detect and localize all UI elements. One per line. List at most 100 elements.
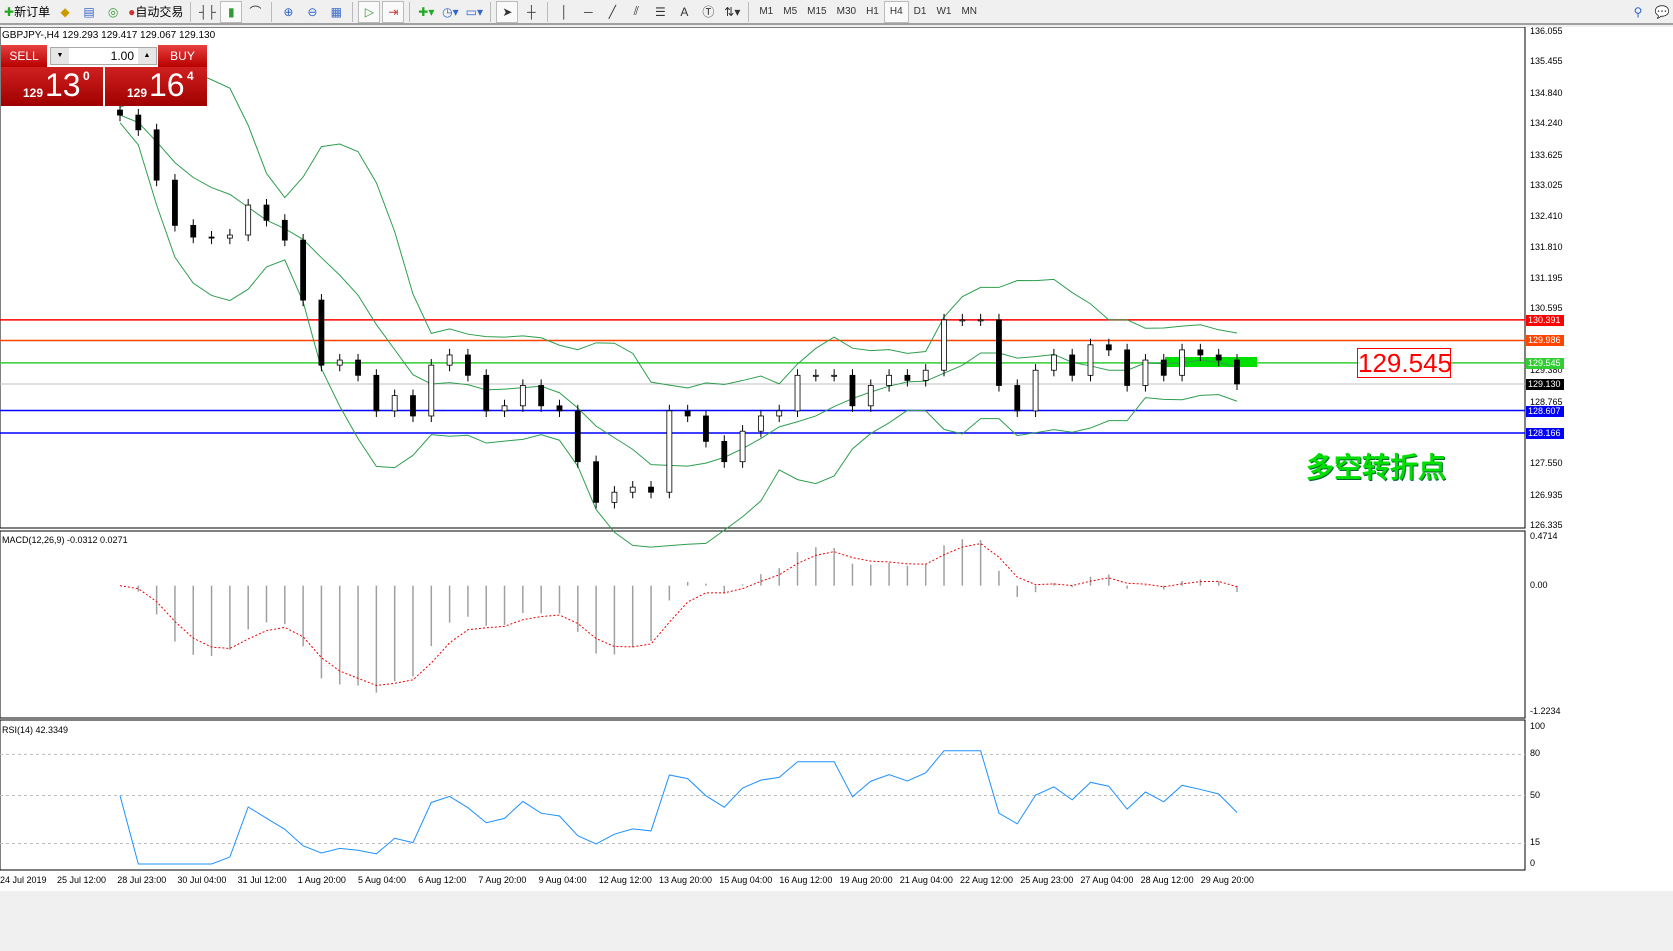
sell-button[interactable]: SELL (1, 45, 47, 67)
zoom-in-icon[interactable]: ⊕ (283, 4, 294, 19)
candle-body (739, 430, 746, 463)
horizontal-line-icon[interactable]: ─ (584, 4, 593, 19)
time-tick: 5 Aug 04:00 (358, 875, 407, 885)
candle-body (996, 319, 1002, 386)
timeframe-w1[interactable]: W1 (936, 6, 952, 17)
time-tick: 13 Aug 20:00 (659, 875, 713, 885)
bb-middle (119, 114, 1238, 467)
main-panel (0, 27, 1526, 529)
crosshair-icon[interactable]: ┼ (527, 4, 536, 19)
time-tick: 28 Aug 12:00 (1140, 875, 1194, 885)
candle-body (1160, 359, 1167, 376)
auto-trading-button[interactable]: ● 自动交易 (128, 4, 184, 20)
chart-shift-icon[interactable]: ▷ (358, 0, 381, 23)
timeframe-mn[interactable]: MN (961, 6, 978, 17)
green-zone-rect (1165, 357, 1257, 367)
price-tick: 131.810 (1530, 241, 1563, 252)
navigator-icon[interactable]: ▤ (83, 4, 95, 19)
new-order-icon: ✚ (4, 4, 15, 19)
lot-decrease-icon[interactable]: ▼ (51, 48, 69, 64)
fibonacci-icon[interactable]: ☰ (654, 4, 666, 19)
periods-icon[interactable]: ◷▾ (442, 4, 459, 19)
text-icon[interactable]: A (680, 4, 689, 19)
rsi-tick: 15 (1530, 837, 1541, 848)
time-tick: 19 Aug 20:00 (839, 875, 893, 885)
new-order-button[interactable]: ✚ 新订单 (4, 4, 51, 20)
equidistant-channel-icon[interactable]: ⫽ (633, 4, 640, 18)
candle-body (538, 385, 545, 407)
timeframe-m15[interactable]: M15 (807, 6, 827, 17)
time-tick: 29 Aug 20:00 (1200, 875, 1254, 885)
macd-tick: 0.4714 (1530, 531, 1558, 541)
candle-body (483, 374, 490, 412)
lot-increase-icon[interactable]: ▲ (138, 48, 156, 64)
time-tick: 25 Jul 12:00 (57, 875, 107, 885)
timeframe-m30[interactable]: M30 (836, 6, 857, 17)
timeframe-m1[interactable]: M1 (759, 6, 774, 17)
timeframe-h1[interactable]: H1 (866, 6, 879, 17)
lot-size-stepper[interactable]: ▼ 1.00 ▲ (50, 47, 157, 65)
vertical-line-icon[interactable]: │ (560, 4, 569, 19)
candle-body (117, 109, 123, 116)
price-tick: 126.935 (1530, 489, 1563, 500)
candle-body (1179, 349, 1185, 376)
candle-body (281, 219, 288, 241)
price-tick: 134.840 (1530, 87, 1563, 98)
candle-body (758, 415, 764, 432)
line-chart-icon[interactable]: ⌒ (249, 5, 262, 19)
candle-body (1014, 385, 1021, 412)
buy-button[interactable]: BUY (158, 45, 207, 67)
candle-body (1197, 349, 1204, 356)
candle-body (153, 129, 160, 181)
candle-body (648, 486, 654, 493)
tile-windows-icon[interactable]: ▦ (330, 4, 343, 19)
zoom-out-icon[interactable]: ⊖ (307, 4, 318, 19)
candle-body (1215, 354, 1222, 361)
bar-chart-icon[interactable]: ┤├ (198, 4, 216, 19)
level-price-tag: 130.391 (1526, 314, 1564, 326)
timeframe-d1[interactable]: D1 (913, 6, 927, 17)
candle-body (794, 374, 801, 412)
macd-signal-line (119, 543, 1238, 686)
level-price-tag: 129.545 (1526, 357, 1564, 369)
trendline-icon[interactable]: ╱ (608, 4, 616, 19)
sell-price[interactable]: 129 13 0 (1, 67, 103, 106)
candle-body (721, 440, 728, 463)
candle-body (428, 364, 435, 417)
indicators-icon[interactable]: ✚▾ (418, 4, 435, 19)
chart-window[interactable] (0, 27, 1673, 891)
candle-body (1050, 354, 1057, 371)
chat-icon[interactable]: 💬 (1654, 4, 1670, 19)
candle-body (941, 319, 947, 371)
text-label-icon[interactable]: Ⓣ (702, 5, 715, 19)
timeframe-h4[interactable]: H4 (883, 0, 909, 23)
candlestick-icon[interactable]: ▮ (220, 0, 243, 23)
price-annotation[interactable]: 129.545 (1357, 348, 1452, 378)
candle-body (501, 405, 508, 412)
buy-price[interactable]: 129 16 4 (105, 67, 207, 106)
price-tick: 136.055 (1530, 26, 1563, 36)
level-price-tag: 129.130 (1526, 378, 1564, 390)
chart-canvas[interactable] (0, 27, 1673, 891)
turning-point-text[interactable]: 多空转折点 (1306, 451, 1447, 484)
signals-icon[interactable]: ◎ (107, 4, 119, 19)
cursor-icon[interactable]: ➤ (496, 0, 519, 23)
candle-body (593, 461, 599, 503)
time-tick: 30 Jul 04:00 (177, 875, 227, 885)
autoscroll-icon[interactable]: ⇥ (382, 0, 405, 23)
candle-body (263, 204, 270, 221)
candle-body (446, 354, 453, 366)
candle-body (1105, 344, 1112, 351)
time-tick: 12 Aug 12:00 (598, 875, 652, 885)
candle-body (684, 410, 691, 417)
timeframe-m5[interactable]: M5 (783, 6, 798, 17)
templates-icon[interactable]: ▭▾ (465, 4, 484, 19)
candle-body (391, 395, 398, 412)
search-icon[interactable]: ⚲ (1633, 4, 1643, 19)
arrows-icon[interactable]: ⇅▾ (724, 4, 741, 19)
market-watch-icon[interactable]: ◆ (60, 4, 70, 19)
candle-body (629, 486, 636, 493)
bb-lower (119, 122, 1238, 548)
candle-body (318, 299, 325, 366)
lot-size-value[interactable]: 1.00 (110, 49, 134, 63)
